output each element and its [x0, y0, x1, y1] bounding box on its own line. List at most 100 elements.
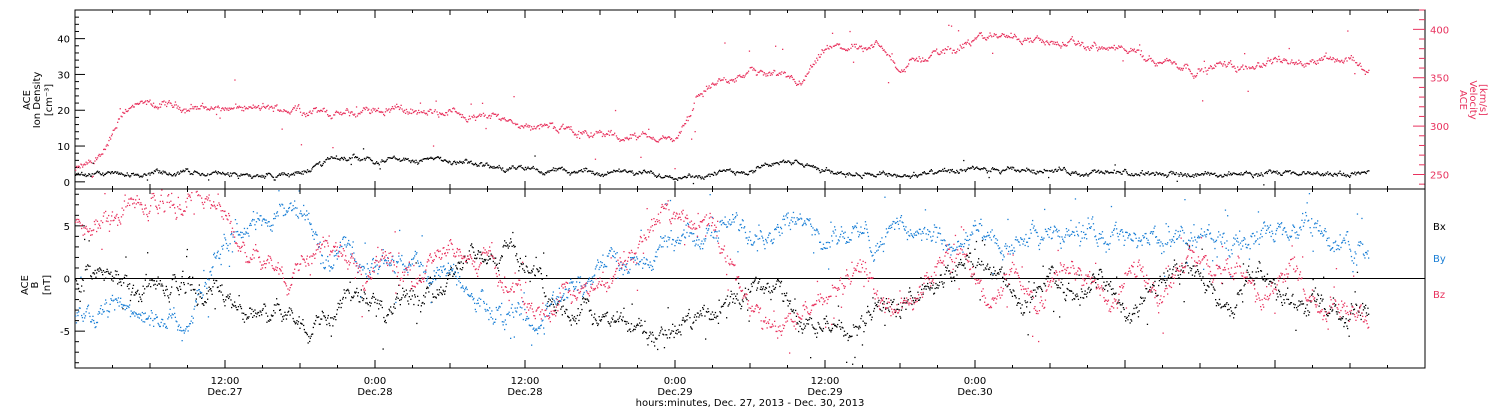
data-point: [117, 121, 119, 123]
density-tick-label: 10: [57, 142, 70, 153]
data-point: [166, 327, 168, 329]
data-point: [1115, 47, 1117, 49]
data-point: [1232, 172, 1234, 174]
data-point: [1061, 45, 1063, 47]
data-point: [174, 101, 177, 103]
data-point: [800, 321, 802, 324]
data-point: [210, 106, 212, 108]
data-point: [501, 169, 503, 171]
data-point: [80, 291, 82, 293]
data-point: [1164, 282, 1167, 284]
data-point: [91, 319, 93, 321]
data-point: [788, 300, 790, 302]
data-point: [242, 173, 244, 176]
data-point: [230, 233, 232, 236]
data-point: [875, 304, 877, 307]
data-point: [199, 108, 201, 110]
data-point: [766, 283, 768, 285]
data-point: [341, 302, 343, 304]
data-point: [297, 321, 300, 323]
data-point: [371, 297, 373, 299]
data-point: [247, 232, 249, 235]
data-point: [814, 332, 816, 335]
data-point: [540, 267, 542, 270]
data-point: [1283, 58, 1285, 60]
data-point: [1240, 172, 1242, 174]
data-point: [128, 306, 130, 309]
data-point: [960, 168, 962, 171]
data-point: [1153, 285, 1155, 287]
data-point: [371, 160, 373, 162]
data-point: [555, 129, 557, 131]
data-point: [135, 103, 137, 105]
data-point: [1185, 174, 1187, 176]
data-point: [463, 162, 465, 164]
data-point: [285, 174, 287, 176]
data-point: [1281, 304, 1284, 306]
data-point: [686, 116, 688, 118]
data-point: [339, 303, 341, 305]
data-point: [1320, 59, 1322, 61]
data-point: [574, 320, 576, 322]
data-point: [827, 322, 829, 325]
data-point: [187, 110, 189, 112]
data-point: [133, 294, 135, 296]
data-point: [232, 108, 234, 110]
data-point: [1280, 174, 1282, 176]
data-point: [310, 170, 312, 172]
data-point: [1182, 271, 1184, 273]
data-point: [656, 140, 658, 143]
data-point: [1296, 309, 1299, 311]
data-point: [515, 255, 517, 257]
data-point: [645, 171, 647, 174]
data-point: [946, 267, 948, 269]
data-point: [803, 79, 806, 81]
data-point: [119, 173, 121, 175]
data-point: [709, 318, 711, 321]
data-point: [518, 126, 520, 128]
data-point: [1006, 286, 1008, 288]
data-point: [776, 73, 779, 76]
data-point: [983, 37, 985, 39]
data-point: [236, 223, 238, 225]
data-point: [607, 171, 609, 173]
data-point: [553, 170, 555, 172]
data-point: [129, 299, 132, 302]
data-point: [666, 337, 669, 339]
data-point: [965, 169, 967, 171]
data-point: [859, 175, 862, 177]
data-point: [1069, 173, 1071, 175]
data-point: [502, 118, 505, 120]
data-point: [712, 83, 715, 85]
data-point: [1203, 284, 1206, 286]
data-point: [92, 175, 94, 177]
data-point: [101, 313, 103, 315]
data-point: [467, 118, 470, 121]
data-point: [747, 174, 749, 176]
data-point: [131, 173, 133, 175]
data-point: [191, 315, 193, 317]
data-point: [1237, 173, 1240, 176]
data-point: [508, 245, 510, 247]
data-point: [147, 252, 149, 254]
data-point: [198, 172, 200, 175]
data-point: [920, 61, 922, 63]
data-point: [100, 305, 102, 307]
data-point: [351, 157, 353, 159]
data-point: [774, 70, 776, 72]
data-point: [979, 32, 981, 35]
data-point: [178, 294, 180, 296]
data-point: [140, 314, 142, 317]
data-point: [1256, 64, 1258, 67]
data-point: [460, 113, 462, 115]
data-point: [626, 171, 628, 173]
data-point: [724, 42, 726, 44]
data-point: [196, 290, 198, 292]
data-point: [121, 116, 123, 118]
data-point: [1112, 172, 1114, 174]
data-point: [879, 171, 881, 173]
data-point: [1317, 62, 1319, 64]
data-point: [275, 304, 277, 306]
data-point: [596, 172, 598, 174]
data-point: [747, 173, 750, 175]
